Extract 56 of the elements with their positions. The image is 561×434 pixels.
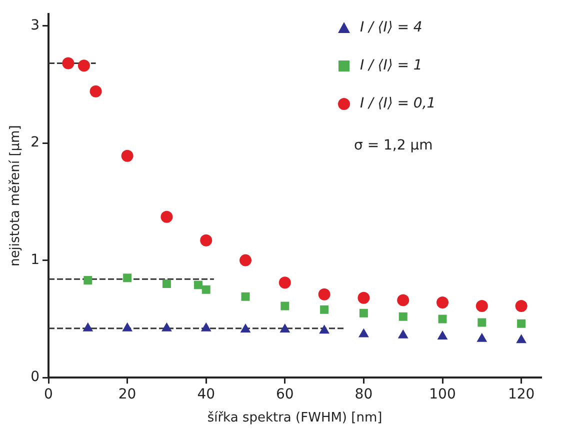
point xyxy=(240,324,251,333)
x-tick-label: 100 xyxy=(429,386,456,403)
point xyxy=(437,330,448,340)
point xyxy=(358,328,369,338)
y-axis-title: nejistota měření [μm] xyxy=(8,125,24,266)
legend-label: I / ⟨I⟩ = 1 xyxy=(360,58,422,74)
point xyxy=(397,294,410,306)
x-tick-label: 80 xyxy=(354,386,373,403)
point xyxy=(90,85,102,98)
point xyxy=(278,276,291,289)
point xyxy=(438,314,447,324)
point xyxy=(280,302,290,310)
y-tick-label: 0 xyxy=(30,369,40,386)
point xyxy=(359,308,368,318)
x-tick-label: 20 xyxy=(118,386,136,403)
point xyxy=(82,322,94,332)
x-tick-label: 60 xyxy=(276,386,294,403)
x-tick-label: 40 xyxy=(197,386,216,403)
point xyxy=(478,318,486,327)
point xyxy=(123,274,132,282)
point xyxy=(62,57,74,70)
point xyxy=(320,305,329,314)
legend-label: I / ⟨I⟩ = 0,1 xyxy=(360,96,436,112)
point xyxy=(436,296,448,309)
legend-label: I / ⟨I⟩ = 4 xyxy=(360,20,422,36)
y-tick-label: 2 xyxy=(30,134,40,151)
y-tick-label: 1 xyxy=(30,252,40,268)
point xyxy=(200,234,212,246)
point xyxy=(162,280,171,288)
point xyxy=(121,150,134,162)
point xyxy=(200,322,212,332)
point xyxy=(202,285,210,294)
point xyxy=(476,332,488,342)
point xyxy=(515,300,528,312)
x-tick-label: 0 xyxy=(44,386,53,403)
point xyxy=(476,300,488,312)
point xyxy=(162,322,172,332)
point xyxy=(241,292,250,301)
point xyxy=(194,280,202,290)
point xyxy=(84,276,92,284)
annotation: σ = 1,2 μm xyxy=(354,138,433,154)
point xyxy=(319,324,330,334)
point xyxy=(398,329,408,338)
point xyxy=(318,288,330,300)
point xyxy=(122,322,132,332)
x-tick-label: 120 xyxy=(508,386,535,403)
point xyxy=(516,334,526,344)
point xyxy=(160,210,173,223)
point xyxy=(240,254,252,266)
x-axis-title: šířka spektra (FWHM) [nm] xyxy=(207,410,382,426)
y-tick-label: 3 xyxy=(30,17,40,34)
point xyxy=(78,60,90,72)
point xyxy=(517,319,526,328)
point xyxy=(280,324,290,333)
point xyxy=(398,312,408,321)
point xyxy=(358,292,370,304)
